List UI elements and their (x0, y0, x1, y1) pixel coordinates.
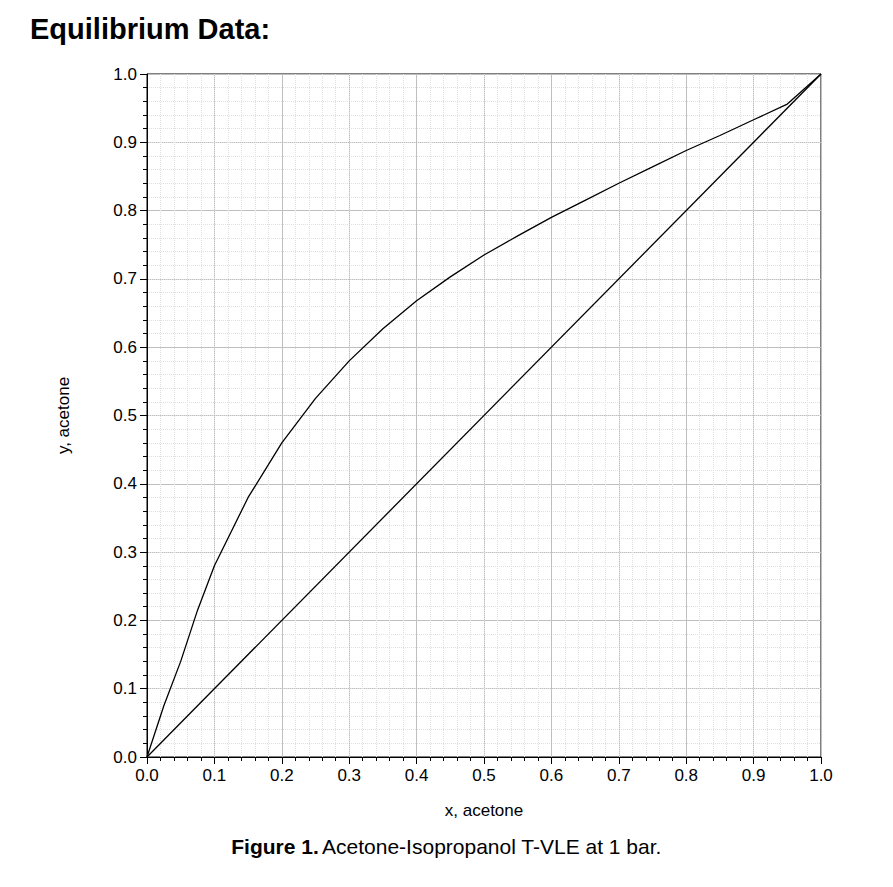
svg-text:0.0: 0.0 (113, 748, 137, 767)
svg-text:1.0: 1.0 (809, 766, 833, 785)
svg-text:0.4: 0.4 (113, 474, 137, 493)
svg-text:0.8: 0.8 (113, 201, 137, 220)
svg-text:0.6: 0.6 (540, 766, 564, 785)
svg-text:0.2: 0.2 (113, 611, 137, 630)
svg-text:x, acetone: x, acetone (445, 801, 523, 820)
svg-text:y, acetone: y, acetone (54, 377, 73, 454)
svg-text:Equilibrium Data:: Equilibrium Data: (30, 13, 270, 45)
svg-text:0.3: 0.3 (113, 543, 137, 562)
svg-text:0.6: 0.6 (113, 338, 137, 357)
svg-text:0.4: 0.4 (405, 766, 429, 785)
svg-text:0.5: 0.5 (472, 766, 496, 785)
svg-text:0.5: 0.5 (113, 406, 137, 425)
svg-text:Figure 1.: Figure 1. (231, 835, 319, 858)
svg-text:0.3: 0.3 (337, 766, 361, 785)
svg-text:0.7: 0.7 (607, 766, 631, 785)
svg-text:0.9: 0.9 (113, 133, 137, 152)
svg-text:0.9: 0.9 (742, 766, 766, 785)
svg-text:1.0: 1.0 (113, 65, 137, 84)
svg-text:0.1: 0.1 (203, 766, 227, 785)
svg-text:0.0: 0.0 (135, 766, 159, 785)
svg-text:Acetone-Isopropanol T-VLE at 1: Acetone-Isopropanol T-VLE at 1 bar. (322, 835, 661, 858)
svg-text:0.7: 0.7 (113, 269, 137, 288)
svg-text:0.8: 0.8 (674, 766, 698, 785)
svg-text:0.1: 0.1 (113, 679, 137, 698)
svg-text:0.2: 0.2 (270, 766, 294, 785)
